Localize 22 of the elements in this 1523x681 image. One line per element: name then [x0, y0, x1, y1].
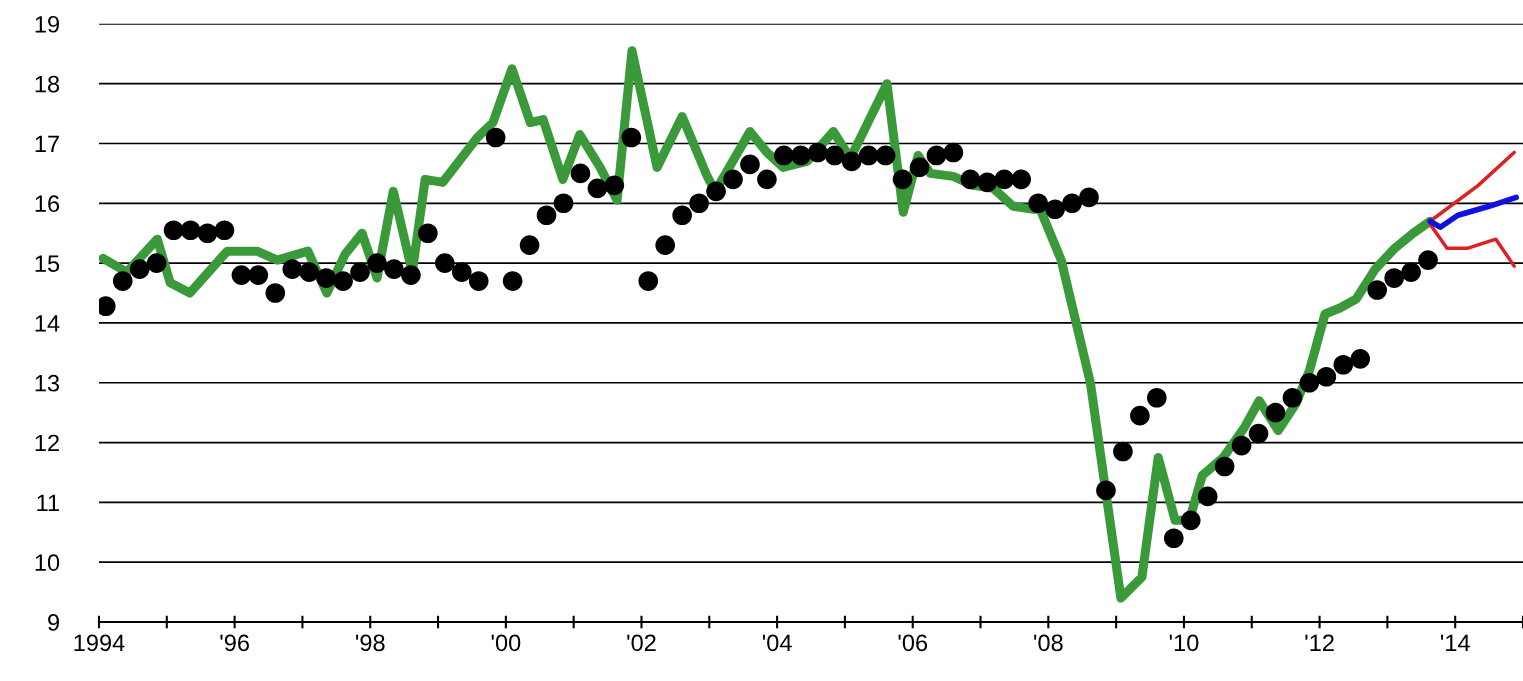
- x-tick-label: '12: [1305, 634, 1334, 651]
- x-tick-label: '98: [356, 634, 385, 652]
- x-tick-label: '08: [1034, 634, 1063, 652]
- x-tick-label: '14: [1441, 634, 1470, 651]
- y-tick-label: 10: [35, 554, 60, 571]
- x-tick-label: 1994: [74, 634, 125, 652]
- x-tick-label: '96: [220, 634, 249, 652]
- y-tick-label: 13: [35, 374, 60, 392]
- y-tick-label: 17: [35, 135, 59, 153]
- y-tick-label: 16: [35, 195, 60, 213]
- y-tick-label: 18: [35, 75, 60, 93]
- x-tick-label: '00: [491, 634, 521, 652]
- y-tick-label: 19: [35, 15, 59, 33]
- x-tick-label: '10: [1169, 634, 1199, 652]
- x-tick-label: '04: [762, 634, 792, 652]
- y-tick-label: 12: [35, 434, 59, 452]
- y-tick-label: 9: [48, 614, 59, 631]
- y-tick-label: 15: [35, 255, 60, 272]
- x-tick-label: '06: [898, 634, 928, 652]
- y-tick-label: 11: [37, 494, 59, 511]
- y-tick-label: 14: [35, 315, 60, 332]
- x-tick-label: '02: [627, 634, 656, 652]
